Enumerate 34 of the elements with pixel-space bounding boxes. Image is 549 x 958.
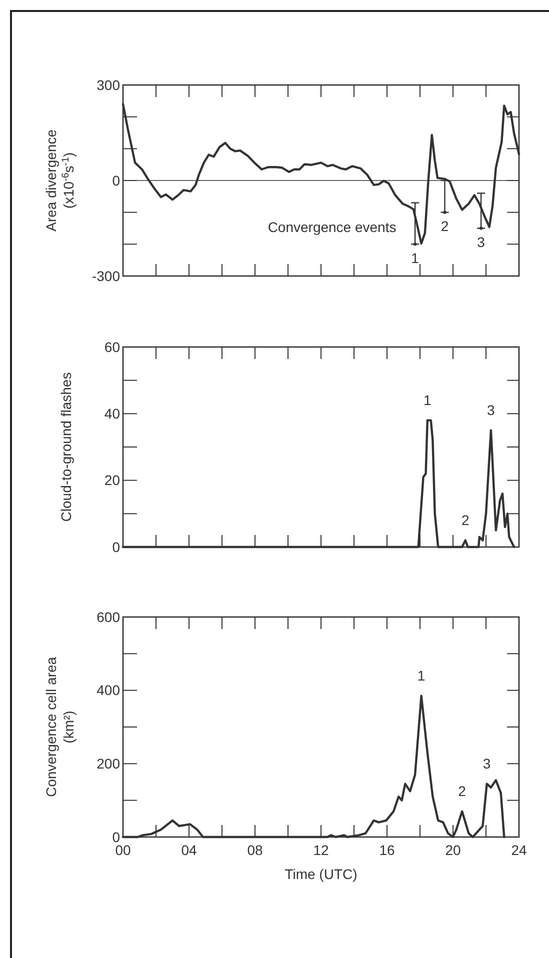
- annotation: 1: [411, 250, 420, 266]
- point: [479, 226, 483, 230]
- y-axis-title: Convergence cell area (km²): [42, 656, 76, 798]
- annotation: 2: [461, 512, 470, 528]
- y-tick-label: 400: [96, 682, 120, 698]
- annotation: Convergence events: [268, 219, 396, 236]
- annotation: 3: [482, 756, 491, 772]
- annotation: 3: [477, 234, 486, 250]
- x-axis-title: Time (UTC): [284, 866, 358, 882]
- y-axis-title: Cloud-to-ground flashes: [58, 372, 74, 522]
- annotation: 3: [487, 402, 496, 418]
- x-tick-label: 08: [247, 842, 263, 858]
- y-tick-label: 0: [112, 172, 120, 188]
- y-tick-label: 40: [104, 406, 120, 422]
- y-tick-label: -300: [92, 268, 120, 284]
- x-tick-label: 24: [511, 842, 527, 858]
- x-tick-label: 16: [379, 842, 395, 858]
- y-tick-label: 200: [96, 756, 120, 772]
- point: [443, 210, 446, 214]
- annotation: 2: [440, 218, 449, 234]
- annotation: 1: [424, 392, 432, 408]
- x-tick-label: 04: [181, 842, 197, 858]
- annotation: 1: [417, 668, 426, 684]
- point: [413, 242, 417, 246]
- y-tick-label: 0: [112, 538, 120, 555]
- y-tick-label: 300: [96, 76, 120, 93]
- x-tick-label: 00: [115, 842, 131, 858]
- y-tick-label: 20: [104, 472, 120, 488]
- x-tick-label: 12: [313, 842, 329, 858]
- y-tick-label: 0: [112, 828, 120, 845]
- annotation: 2: [458, 783, 466, 800]
- y-tick-label: 60: [104, 338, 120, 355]
- x-tick-label: 20: [445, 842, 461, 858]
- y-tick-label: 600: [96, 608, 120, 625]
